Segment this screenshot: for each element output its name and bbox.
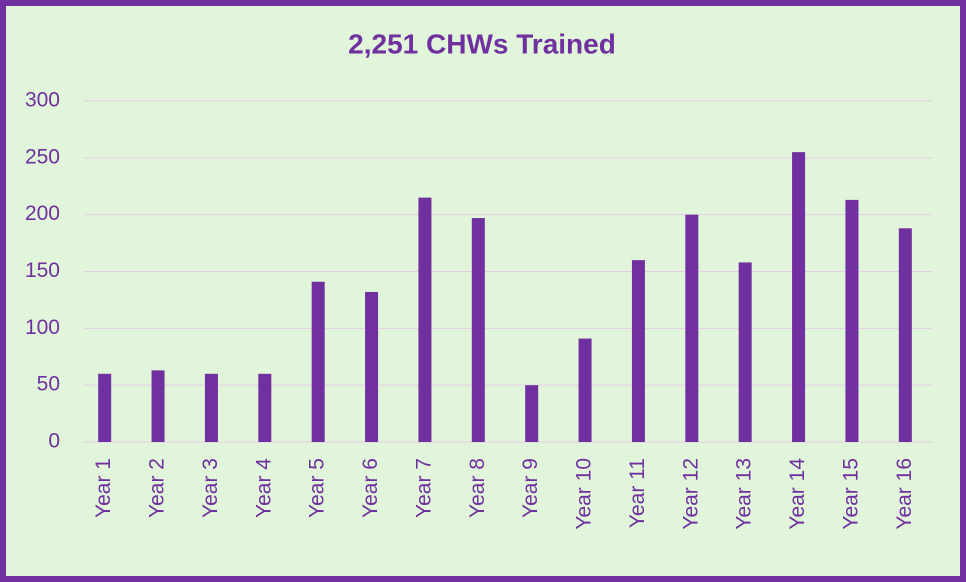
x-tick-label: Year 6 (359, 458, 382, 518)
bar (311, 281, 325, 442)
bar (845, 199, 859, 442)
x-tick-label: Year 15 (839, 458, 862, 530)
x-tick-label: Year 7 (412, 458, 435, 518)
bar (738, 262, 752, 442)
bar (98, 373, 112, 442)
chart-title: 2,251 CHWs Trained (348, 28, 616, 59)
bar (258, 373, 272, 442)
bar (578, 338, 592, 442)
x-tick-label: Year 5 (306, 458, 329, 518)
x-tick-label: Year 9 (519, 458, 542, 518)
y-tick-label: 100 (25, 316, 60, 339)
y-tick-label: 50 (37, 373, 60, 396)
bar (471, 218, 485, 442)
x-tick-label: Year 16 (893, 458, 916, 530)
bar (204, 373, 218, 442)
y-tick-label: 0 (48, 430, 60, 453)
y-tick-label: 150 (25, 259, 60, 282)
x-tick-label: Year 10 (573, 458, 596, 530)
x-tick-label: Year 14 (786, 458, 809, 530)
bar (898, 228, 912, 442)
bar (418, 197, 432, 442)
y-tick-label: 200 (25, 202, 60, 225)
x-tick-label: Year 8 (466, 458, 489, 518)
bar (792, 152, 806, 442)
x-tick-label: Year 13 (733, 458, 756, 530)
bar (685, 214, 699, 442)
x-tick-label: Year 12 (679, 458, 702, 530)
x-tick-label: Year 2 (146, 458, 169, 518)
bar (151, 370, 165, 442)
x-tick-label: Year 11 (626, 458, 649, 528)
y-tick-label: 250 (25, 145, 60, 168)
bar (631, 260, 645, 442)
x-tick-label: Year 4 (252, 458, 275, 518)
y-tick-label: 300 (25, 89, 60, 112)
bar (365, 291, 379, 442)
bar (525, 385, 539, 442)
x-tick-label: Year 1 (92, 458, 115, 518)
x-tick-label: Year 3 (199, 458, 222, 518)
